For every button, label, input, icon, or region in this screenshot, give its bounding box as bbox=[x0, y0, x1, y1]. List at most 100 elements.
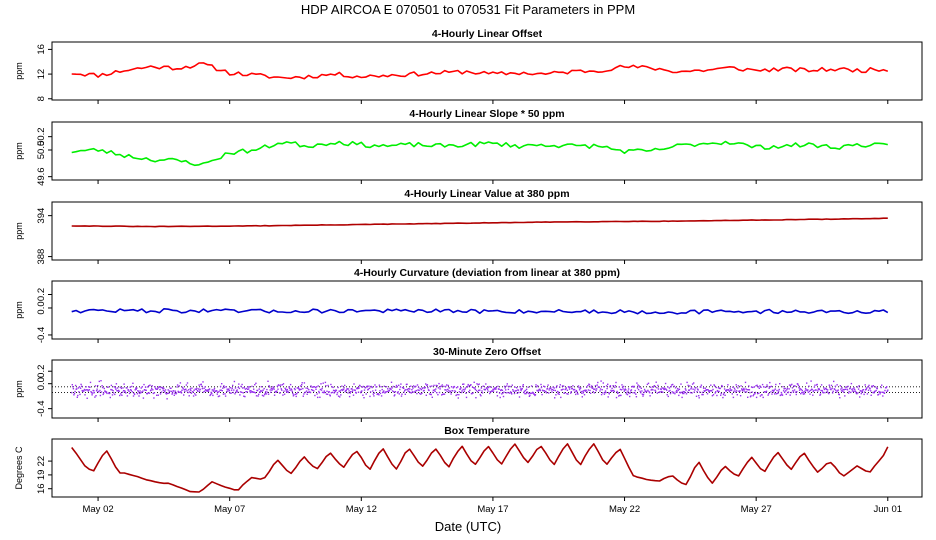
data-point bbox=[533, 393, 535, 395]
data-point bbox=[678, 388, 681, 390]
data-point bbox=[613, 390, 615, 393]
data-point bbox=[866, 393, 869, 395]
data-point bbox=[276, 385, 279, 387]
data-point bbox=[72, 388, 75, 390]
data-point bbox=[848, 390, 850, 393]
data-point bbox=[348, 395, 351, 398]
panel-6: Box Temperature 16 19 22 Degrees C bbox=[14, 425, 923, 501]
data-point bbox=[524, 389, 527, 392]
data-point bbox=[148, 385, 150, 387]
data-point bbox=[599, 390, 601, 392]
data-point bbox=[716, 389, 719, 392]
data-point bbox=[267, 393, 270, 395]
data-point bbox=[664, 387, 666, 390]
data-point bbox=[857, 392, 859, 394]
y-axis-label: ppm bbox=[14, 301, 24, 319]
data-point bbox=[116, 390, 118, 392]
data-point bbox=[592, 390, 594, 393]
data-point bbox=[339, 390, 341, 392]
data-point bbox=[258, 388, 260, 390]
data-point bbox=[766, 384, 768, 386]
data-point bbox=[371, 386, 373, 388]
data-point bbox=[532, 392, 534, 394]
data-point bbox=[690, 388, 692, 390]
data-point bbox=[109, 396, 111, 399]
data-point bbox=[318, 392, 320, 394]
data-point bbox=[312, 386, 314, 388]
data-point bbox=[226, 390, 228, 393]
data-point bbox=[202, 391, 205, 393]
data-point bbox=[619, 388, 622, 391]
data-point bbox=[288, 387, 291, 389]
data-point bbox=[230, 392, 232, 394]
data-point bbox=[732, 386, 734, 388]
data-point bbox=[296, 393, 298, 395]
data-point bbox=[251, 385, 253, 388]
data-point bbox=[191, 387, 193, 389]
data-point bbox=[701, 391, 704, 394]
series-line bbox=[71, 307, 889, 315]
data-point bbox=[454, 390, 456, 392]
data-point bbox=[482, 385, 485, 387]
data-point bbox=[213, 387, 216, 390]
data-point bbox=[235, 390, 238, 392]
data-point bbox=[622, 388, 624, 390]
data-point bbox=[685, 389, 687, 391]
data-point bbox=[882, 395, 884, 397]
data-point bbox=[590, 386, 592, 388]
data-point bbox=[827, 389, 829, 391]
data-point bbox=[602, 392, 604, 394]
data-point bbox=[499, 396, 501, 399]
data-point bbox=[280, 388, 282, 390]
data-point bbox=[162, 387, 164, 390]
data-point bbox=[874, 386, 877, 388]
data-point bbox=[356, 387, 359, 389]
data-point bbox=[119, 394, 121, 397]
data-point bbox=[602, 382, 604, 384]
data-point bbox=[321, 391, 324, 394]
data-point bbox=[641, 390, 643, 392]
data-point bbox=[200, 383, 202, 385]
data-point bbox=[478, 383, 480, 385]
data-point bbox=[754, 391, 757, 394]
data-point bbox=[469, 389, 471, 391]
data-point bbox=[827, 391, 829, 394]
data-point bbox=[293, 387, 296, 390]
data-point bbox=[804, 390, 806, 392]
data-point bbox=[395, 384, 398, 387]
data-point bbox=[820, 389, 822, 392]
data-point bbox=[448, 390, 450, 392]
data-point bbox=[818, 387, 820, 390]
data-point bbox=[682, 390, 684, 393]
data-point bbox=[401, 393, 403, 395]
data-point bbox=[697, 389, 699, 391]
data-point bbox=[691, 392, 693, 394]
data-point bbox=[359, 385, 361, 387]
data-point bbox=[312, 389, 314, 391]
data-point bbox=[376, 386, 378, 388]
data-point bbox=[355, 392, 357, 394]
data-point bbox=[856, 393, 858, 395]
data-point bbox=[104, 390, 107, 392]
data-point bbox=[93, 391, 95, 394]
data-point bbox=[791, 383, 793, 386]
data-point bbox=[670, 386, 672, 388]
data-point bbox=[854, 388, 856, 391]
data-point bbox=[452, 387, 454, 389]
series-line bbox=[71, 217, 888, 228]
data-point bbox=[742, 390, 744, 392]
data-point bbox=[710, 384, 712, 386]
data-point bbox=[469, 384, 472, 387]
data-point bbox=[620, 389, 623, 391]
data-point bbox=[126, 395, 129, 397]
data-point bbox=[766, 385, 769, 388]
data-point bbox=[336, 393, 338, 396]
data-point bbox=[205, 389, 207, 391]
data-point bbox=[720, 394, 722, 396]
data-point bbox=[496, 395, 499, 397]
data-point bbox=[273, 388, 275, 390]
data-point bbox=[566, 389, 569, 391]
data-point bbox=[624, 389, 626, 391]
data-point bbox=[424, 386, 426, 389]
data-point bbox=[106, 392, 108, 395]
